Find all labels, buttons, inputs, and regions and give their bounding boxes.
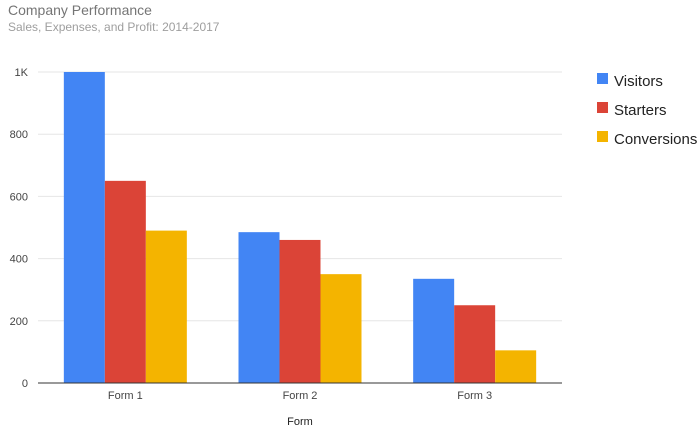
x-axis-ticks: Form 1 Form 2 Form 3 bbox=[108, 390, 492, 402]
y-tick-label: 0 bbox=[22, 378, 28, 390]
legend-label-starters: Starters bbox=[614, 102, 667, 119]
legend-swatch-conversions bbox=[597, 131, 608, 142]
bar-conversions-1 bbox=[145, 230, 187, 383]
legend: Visitors Starters Conversions bbox=[597, 73, 697, 148]
y-tick-label: 400 bbox=[10, 254, 28, 266]
x-tick-label: Form 2 bbox=[283, 390, 318, 402]
bar-visitors-2 bbox=[238, 232, 280, 383]
legend-swatch-visitors bbox=[597, 73, 608, 84]
x-tick-label: Form 3 bbox=[457, 390, 492, 402]
y-tick-label: 600 bbox=[10, 191, 28, 203]
legend-swatch-starters bbox=[597, 102, 608, 113]
x-axis-title: Form bbox=[287, 416, 313, 428]
bar-starters-1 bbox=[104, 180, 146, 383]
bar-visitors-1 bbox=[63, 72, 105, 383]
bar-visitors-3 bbox=[413, 278, 455, 383]
y-tick-label: 1K bbox=[15, 67, 29, 79]
y-axis-ticks: 0 200 400 600 800 1K bbox=[10, 67, 29, 390]
bar-conversions-2 bbox=[320, 274, 362, 383]
chart-subtitle: Sales, Expenses, and Profit: 2014-2017 bbox=[8, 20, 220, 34]
bars bbox=[63, 72, 537, 383]
bar-starters-2 bbox=[279, 239, 321, 383]
legend-label-visitors: Visitors bbox=[614, 73, 663, 90]
chart-title: Company Performance bbox=[8, 2, 152, 18]
legend-label-conversions: Conversions bbox=[614, 131, 697, 148]
y-tick-label: 800 bbox=[10, 129, 28, 141]
bar-conversions-3 bbox=[495, 350, 537, 383]
x-tick-label: Form 1 bbox=[108, 390, 143, 402]
y-tick-label: 200 bbox=[10, 316, 28, 328]
bar-starters-3 bbox=[454, 305, 496, 383]
